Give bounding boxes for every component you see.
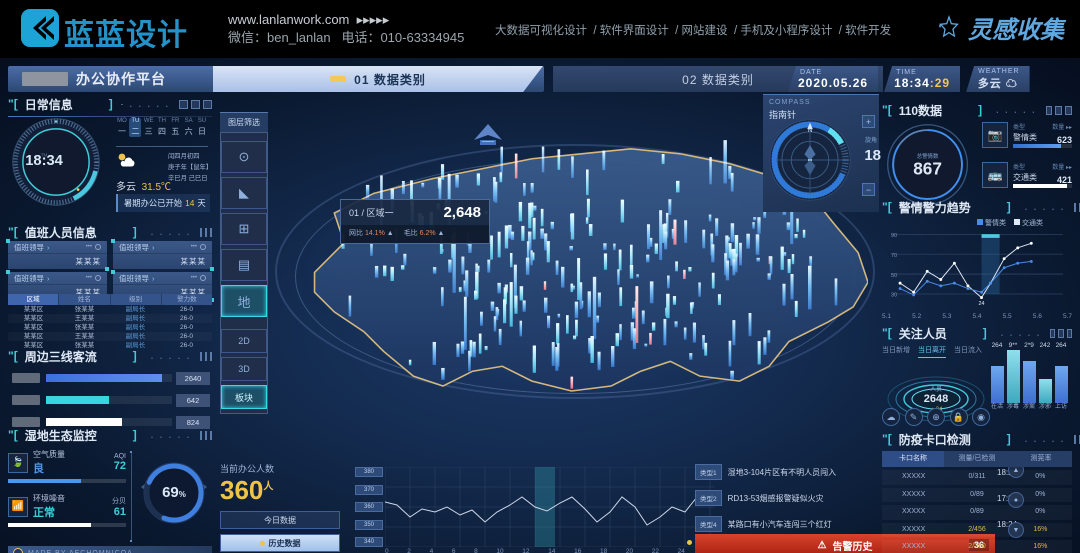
svg-text:N: N bbox=[808, 127, 813, 134]
svg-text:涉毒: 涉毒 bbox=[1007, 402, 1019, 410]
svg-text:264: 264 bbox=[992, 342, 1003, 349]
svg-text:上访: 上访 bbox=[1055, 402, 1067, 410]
svg-text:9**: 9** bbox=[1009, 342, 1018, 349]
svg-text:50: 50 bbox=[891, 273, 897, 279]
svg-text:242: 242 bbox=[1040, 342, 1051, 349]
svg-text:24: 24 bbox=[979, 301, 985, 307]
svg-text:70: 70 bbox=[891, 253, 897, 259]
svg-text:TM: TM bbox=[41, 152, 48, 157]
svg-text:30: 30 bbox=[891, 293, 897, 299]
svg-text:90: 90 bbox=[891, 233, 897, 239]
svg-text:264: 264 bbox=[1056, 342, 1067, 349]
svg-text:在活: 在活 bbox=[991, 402, 1003, 410]
svg-text:涉邪: 涉邪 bbox=[1039, 402, 1051, 410]
svg-text:涉案: 涉案 bbox=[1023, 402, 1035, 410]
svg-text:人员: 人员 bbox=[930, 386, 942, 393]
svg-text:2648: 2648 bbox=[924, 393, 948, 405]
svg-text:867: 867 bbox=[913, 159, 942, 179]
svg-text:2*9: 2*9 bbox=[1024, 342, 1034, 349]
